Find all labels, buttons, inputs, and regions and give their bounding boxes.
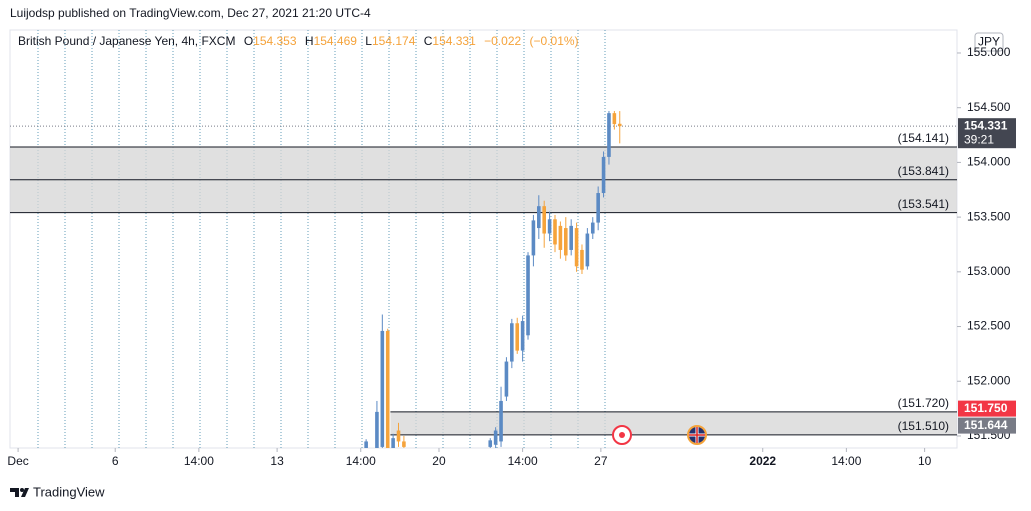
brand: TradingView [33,484,105,499]
level-label: (151.510) [898,419,949,433]
ohlc-letter: O [244,34,253,48]
y-tick-label: 153.500 [967,209,1011,223]
x-tick-label: 14:00 [508,454,538,468]
candle-body [510,323,514,362]
candle-body [580,249,584,270]
candle-body [558,225,563,250]
candle-body [563,228,568,256]
ohlc-value: 154.469 [314,34,358,48]
x-tick-label: 20 [432,454,446,468]
candle-body [574,228,579,267]
candle-body [504,361,509,397]
x-tick-label: 14:00 [184,454,214,468]
ohlc-letter: L [365,34,372,48]
candle-body [499,400,503,442]
price-label: 151.750 [964,401,1008,415]
zone [390,411,957,435]
level-label: (153.841) [898,164,949,178]
y-tick-label: 155.000 [967,45,1011,59]
candle-body [531,220,536,256]
candle-body [493,430,498,445]
ohlc-letter: C [424,34,433,48]
candle-body [542,206,547,234]
candle-body [569,225,573,250]
y-tick-label: 153.000 [967,264,1011,278]
x-tick-label: 2022 [749,454,776,468]
candle-body [617,123,622,127]
currency-box[interactable] [974,32,1004,52]
logo [10,488,29,497]
change: −0.022 [484,34,521,48]
candle-body [520,321,525,351]
candle-body [547,219,552,234]
y-tick-label: 154.000 [967,155,1011,169]
countdown: 39:21 [964,132,994,146]
candle-body [612,113,617,125]
price-label-box [958,400,1016,417]
x-tick-label: 14:00 [831,454,861,468]
price-label-box [958,118,1016,149]
candle-body [488,440,493,447]
candle-body [385,330,390,448]
level-label: (153.541) [898,197,949,211]
price-label-box [958,417,1016,434]
candle-body [364,441,368,448]
x-tick-label: 6 [112,454,119,468]
plot: (154.141) (153.841) (153.541) (151.720) (151… [10,110,957,448]
symbol-title: British Pound / Japanese Yen, 4h, FXCM [18,34,235,48]
x-tick-label: 27 [594,454,608,468]
y-tick-label: 154.500 [967,100,1011,114]
candle-body [526,255,530,336]
x-tick-label: 14:00 [346,454,376,468]
candle-body [601,156,606,194]
x-tick-label: 13 [270,454,284,468]
ohlc-value: 154.353 [253,34,297,48]
currency[interactable]: JPY [978,35,1000,49]
ohlc-letter: H [305,34,314,48]
event-flag[interactable] [687,425,707,445]
price-label: 154.331 [964,118,1008,132]
candle-body [391,438,395,448]
candle-body [590,222,595,234]
publisher: Luijodsp published on TradingView.com, D… [10,6,371,20]
y-tick-label: 152.500 [967,319,1011,333]
candle-body [585,233,590,267]
ohlc-value: 154.331 [432,34,476,48]
candle-body [396,430,401,442]
ohlc-value: 154.174 [372,34,416,48]
x-tick-label: 10 [918,454,932,468]
price-label: 151.644 [964,418,1008,432]
event-marker[interactable] [612,425,632,445]
candle-body [402,441,406,447]
candle-body [380,330,385,447]
candle-body [596,193,600,223]
x-tick-label: Dec [7,454,28,468]
y-tick-label: 152.000 [967,373,1011,387]
candle-body [537,206,541,229]
legend: British Pound / Japanese Yen, 4h, FXCM O… [18,34,579,48]
candle-body [375,411,379,448]
plot-area [9,29,958,449]
candle-body [515,323,520,351]
level-label: (151.720) [898,396,949,410]
change-percent: (−0.01%) [530,34,579,48]
candle-body [607,113,611,157]
session-lines [37,30,606,448]
level-label: (154.141) [898,131,949,145]
candle-body [553,219,557,245]
